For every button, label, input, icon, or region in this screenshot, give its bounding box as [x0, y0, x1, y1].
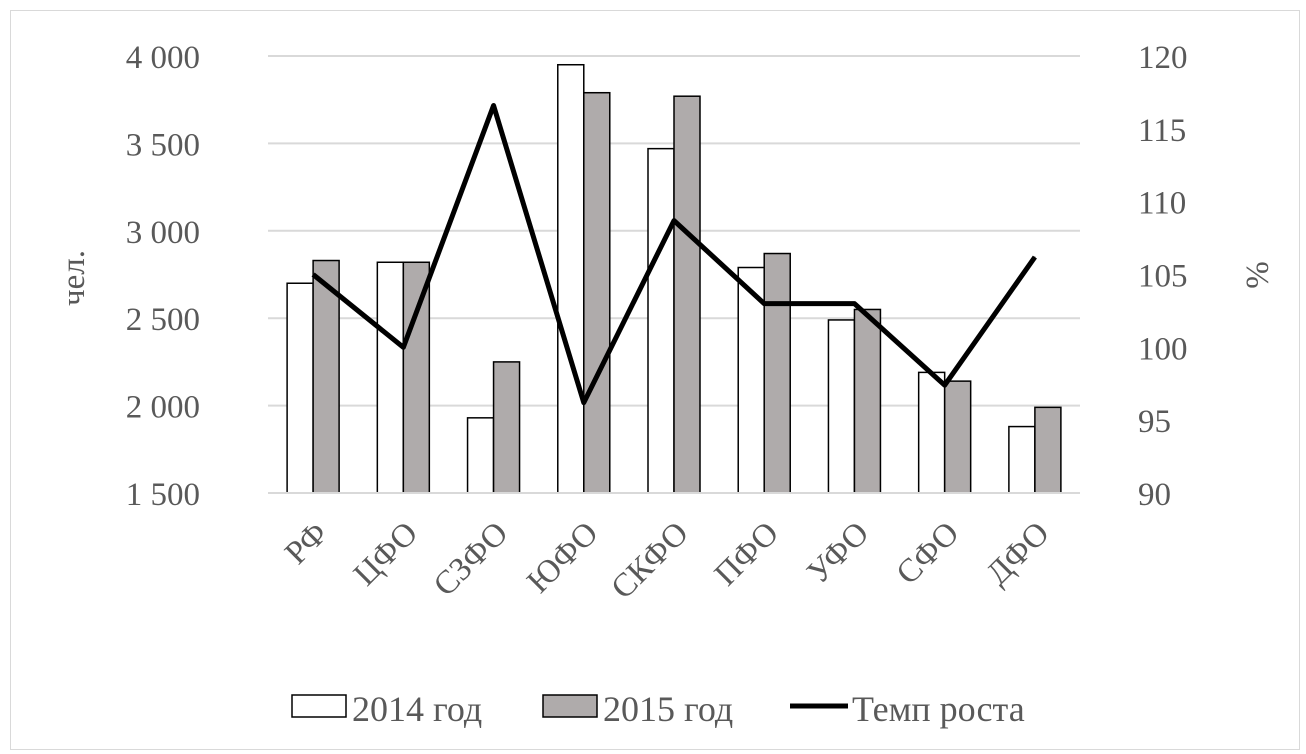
legend-label-2015: 2015 год — [603, 689, 733, 729]
growth-rate-point — [673, 220, 675, 222]
category-label: РФ — [278, 515, 334, 571]
category-label: УФО — [800, 515, 876, 591]
right-tick-label: 110 — [1138, 186, 1186, 222]
bar-2014 — [286, 282, 314, 494]
bar-2015 — [943, 380, 972, 494]
legend-swatch-2014 — [291, 694, 347, 718]
growth-rate-point — [312, 274, 314, 275]
right-tick-label: 115 — [1138, 113, 1186, 149]
growth-line — [311, 103, 1037, 406]
bar-2014 — [647, 147, 675, 494]
right-tick-label: 105 — [1138, 259, 1188, 295]
bar-2015 — [673, 95, 701, 494]
growth-rate-point — [402, 346, 404, 348]
growth-rate-point — [1034, 256, 1036, 258]
bar-2015 — [1034, 406, 1062, 494]
left-axis-title: чел. — [56, 250, 92, 306]
category-label: ПФО — [708, 515, 786, 593]
left-tick-label: 2 500 — [126, 302, 200, 338]
bar-2014 — [557, 63, 585, 494]
bar-2014 — [1008, 425, 1036, 494]
right-axis-title: % — [1240, 261, 1276, 289]
category-label: СКФО — [605, 515, 696, 606]
left-axis-ticks: 1 500 2 000 2 500 3 000 3 500 4 000 — [126, 40, 200, 513]
left-tick-label: 1 500 — [126, 477, 200, 513]
growth-rate-point — [853, 303, 855, 305]
growth-rate-point — [763, 303, 765, 305]
category-label: ЮФО — [520, 515, 605, 600]
left-tick-label: 2 000 — [126, 390, 200, 426]
left-tick-label: 3 000 — [126, 215, 200, 251]
category-labels: РФ ЦФО СЗФО ЮФО СКФО ПФО УФО СФО ДФО — [278, 515, 1056, 606]
bar-2015 — [763, 252, 791, 494]
chart-frame — [10, 10, 1300, 750]
bar-2015 — [312, 259, 340, 494]
left-tick-label: 4 000 — [126, 40, 200, 76]
bar-2015 — [402, 261, 431, 494]
bars — [268, 63, 1080, 494]
right-tick-label: 95 — [1138, 404, 1171, 440]
category-label: СЗФО — [427, 515, 515, 603]
right-tick-label: 100 — [1138, 331, 1188, 367]
growth-rate-point — [493, 105, 495, 107]
bar-2014 — [917, 371, 946, 494]
bar-2014 — [827, 319, 856, 494]
legend-label-growth: Темп роста — [852, 689, 1025, 729]
right-tick-label: 90 — [1138, 477, 1171, 513]
bar-2014 — [466, 417, 495, 494]
bar-2014 — [376, 261, 405, 494]
growth-rate-point — [583, 402, 585, 404]
category-label: СФО — [890, 515, 967, 592]
right-axis-ticks: 90 95 100 105 110 115 120 — [1138, 40, 1188, 513]
bar-2015 — [853, 308, 882, 494]
right-tick-label: 120 — [1138, 40, 1188, 76]
legend-swatch-2015 — [542, 694, 598, 718]
legend: 2014 год 2015 год Темп роста — [291, 689, 1025, 729]
category-label: ЦФО — [347, 515, 425, 593]
bar-2014 — [737, 266, 765, 494]
left-tick-label: 3 500 — [126, 127, 200, 163]
category-label: ДФО — [980, 515, 1057, 592]
bar-2015 — [492, 361, 521, 494]
bar-2015 — [583, 91, 611, 494]
growth-rate-point — [944, 384, 946, 386]
legend-label-2014: 2014 год — [352, 689, 482, 729]
